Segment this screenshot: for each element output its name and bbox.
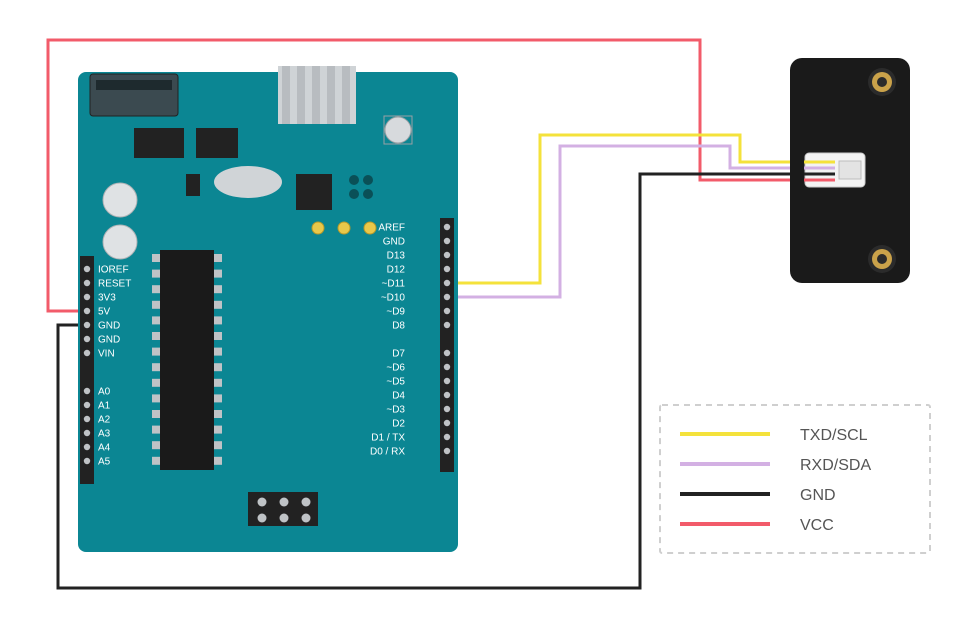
pin-label: VIN bbox=[98, 349, 115, 360]
legend-label: GND bbox=[800, 487, 836, 504]
pin-label: A1 bbox=[98, 401, 111, 412]
legend: TXD/SCL RXD/SDA GND VCC bbox=[660, 405, 930, 553]
pin-label: RESET bbox=[98, 279, 131, 290]
wire-rxd bbox=[454, 146, 805, 297]
pin-label: GND bbox=[98, 321, 120, 332]
pin-label: 5V bbox=[98, 307, 111, 318]
pin-label: A5 bbox=[98, 457, 111, 468]
wire-txd bbox=[454, 135, 805, 283]
pin-label: A2 bbox=[98, 415, 111, 426]
pin-label: 3V3 bbox=[98, 293, 116, 304]
legend-label: VCC bbox=[800, 517, 834, 534]
legend-label: RXD/SDA bbox=[800, 457, 871, 474]
pin-label: GND bbox=[98, 335, 120, 346]
sensor-module bbox=[790, 58, 910, 283]
legend-label: TXD/SCL bbox=[800, 427, 868, 444]
arduino-board: IOREFRESET3V35VGNDGNDVINA0A1A2A3A4A5AREF… bbox=[78, 66, 458, 552]
pin-label: IOREF bbox=[98, 265, 129, 276]
pin-label: A3 bbox=[98, 429, 111, 440]
pin-label: A0 bbox=[98, 387, 111, 398]
pin-label: A4 bbox=[98, 443, 111, 454]
